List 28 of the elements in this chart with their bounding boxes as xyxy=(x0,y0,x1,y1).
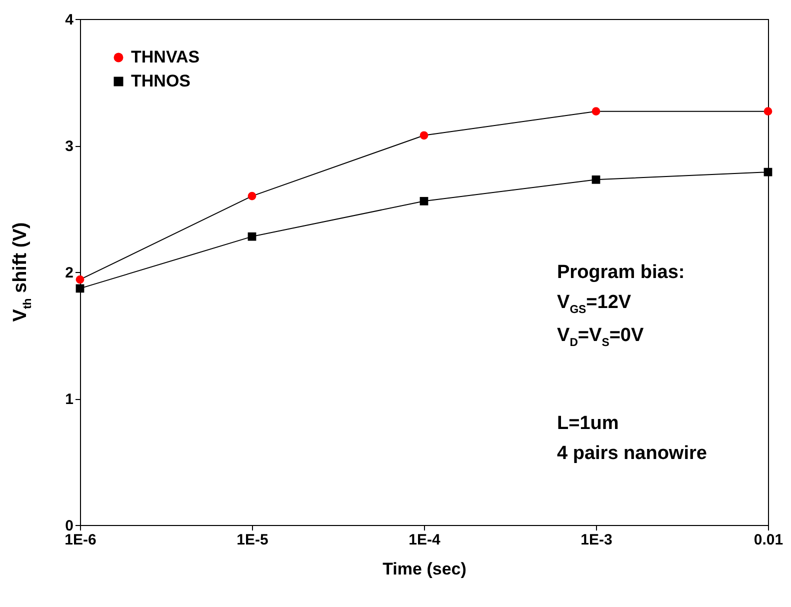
x-tick-label: 1E-3 xyxy=(580,532,612,548)
x-tick-label: 1E-4 xyxy=(408,532,441,548)
annotation: V$_{GS}$=12V xyxy=(557,292,632,316)
point xyxy=(76,275,84,284)
x-axis-title: Time (sec) xyxy=(382,560,466,578)
point xyxy=(420,131,428,140)
y-tick-label: 4 xyxy=(65,12,74,28)
annotation: V$_{D}$=V$_{S}$=0V xyxy=(557,325,644,349)
annotation: L=1um xyxy=(557,413,619,435)
point xyxy=(248,192,256,200)
legend-label: THNVAS xyxy=(131,48,200,66)
point xyxy=(764,168,772,176)
y-tick-label: 0 xyxy=(65,518,74,534)
point xyxy=(420,196,428,206)
x-tick-label: 0.01 xyxy=(754,532,784,548)
point xyxy=(592,175,600,184)
point xyxy=(248,232,256,241)
x-tick-label: 1E-5 xyxy=(236,532,268,548)
annotation: 4 pairs nanowire xyxy=(557,443,707,465)
annotation: Program bias: xyxy=(557,262,685,284)
y-tick-label: 2 xyxy=(65,264,74,282)
x-tick-label: 1E-6 xyxy=(64,532,96,548)
legend-label: THNOS xyxy=(131,72,190,90)
y-tick-label: 3 xyxy=(65,138,74,155)
y-tick-label: 1 xyxy=(65,391,74,408)
point xyxy=(76,284,84,293)
point xyxy=(592,107,600,116)
point xyxy=(764,107,772,116)
